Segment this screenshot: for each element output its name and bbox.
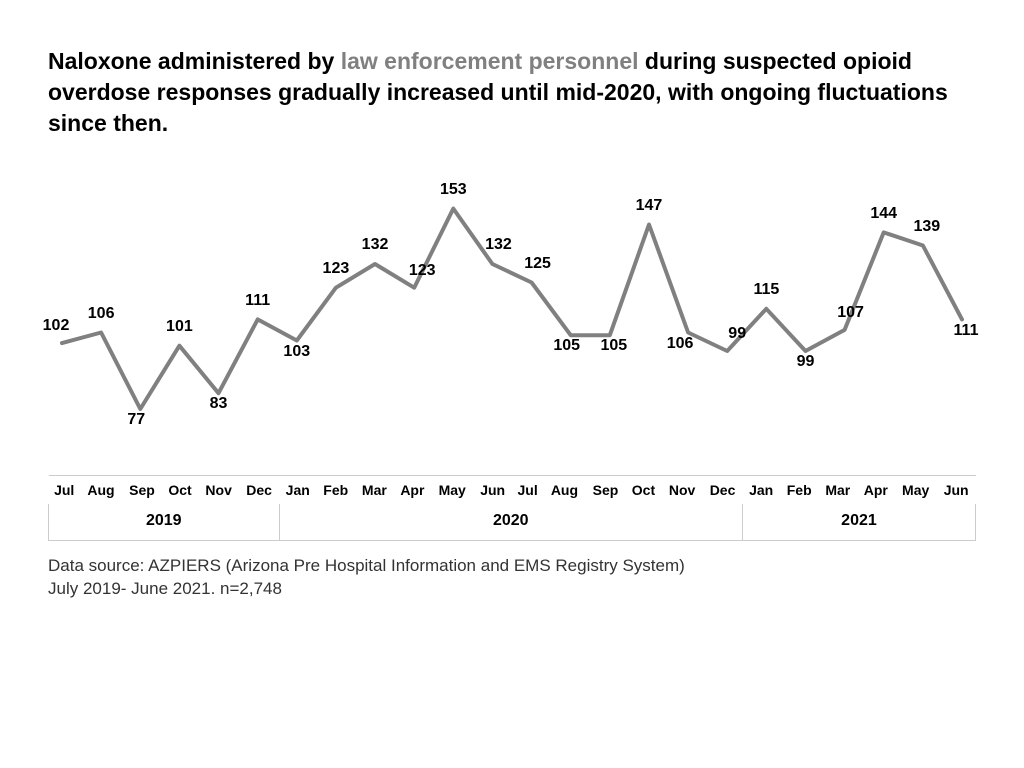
data-point-label: 101 bbox=[166, 318, 193, 336]
data-point-label: 99 bbox=[728, 325, 746, 343]
data-point-label: 105 bbox=[553, 337, 580, 355]
data-point-label: 102 bbox=[43, 317, 70, 335]
data-point-label: 111 bbox=[954, 322, 979, 340]
axis-month: Sep bbox=[586, 476, 626, 505]
data-point-label: 106 bbox=[667, 335, 694, 353]
axis-month: Jun bbox=[473, 476, 512, 505]
axis-month: May bbox=[431, 476, 473, 505]
data-point-label: 147 bbox=[636, 197, 663, 215]
axis-year: 2020 bbox=[279, 504, 742, 541]
axis-month: Nov bbox=[198, 476, 239, 505]
data-point-label: 107 bbox=[837, 304, 864, 322]
data-point-label: 115 bbox=[753, 281, 779, 299]
axis-year: 2019 bbox=[49, 504, 280, 541]
axis-month: Feb bbox=[316, 476, 355, 505]
axis-month: Feb bbox=[780, 476, 819, 505]
axis-month: Jun bbox=[937, 476, 976, 505]
title-part1: Naloxone administered by bbox=[48, 48, 341, 74]
axis-month: Jul bbox=[512, 476, 543, 505]
data-point-label: 111 bbox=[245, 292, 270, 310]
data-point-label: 106 bbox=[88, 305, 115, 323]
axis-year: 2021 bbox=[742, 504, 975, 541]
axis-month: Nov bbox=[662, 476, 703, 505]
data-source: Data source: AZPIERS (Arizona Pre Hospit… bbox=[48, 555, 976, 601]
axis-month: Mar bbox=[818, 476, 857, 505]
data-point-label: 125 bbox=[524, 255, 551, 273]
data-point-label: 153 bbox=[440, 181, 467, 199]
source-line1: Data source: AZPIERS (Arizona Pre Hospit… bbox=[48, 555, 976, 578]
data-point-label: 123 bbox=[409, 262, 436, 280]
axis-month: Apr bbox=[857, 476, 894, 505]
axis-month: Aug bbox=[80, 476, 122, 505]
line-chart: 1021067710183111103123132123153132125105… bbox=[48, 177, 976, 467]
data-point-label: 99 bbox=[797, 353, 815, 371]
axis-month: May bbox=[895, 476, 937, 505]
data-point-label: 132 bbox=[362, 236, 389, 254]
data-point-label: 139 bbox=[914, 218, 941, 236]
x-axis: JulAugSepOctNovDecJanFebMarAprMayJunJulA… bbox=[48, 475, 976, 541]
data-point-label: 132 bbox=[485, 236, 512, 254]
axis-month: Oct bbox=[625, 476, 661, 505]
chart-title: Naloxone administered by law enforcement… bbox=[48, 46, 976, 139]
axis-month: Oct bbox=[162, 476, 198, 505]
axis-month: Jan bbox=[279, 476, 316, 505]
title-emphasis: law enforcement personnel bbox=[341, 48, 639, 74]
axis-month: Sep bbox=[122, 476, 162, 505]
axis-month: Aug bbox=[543, 476, 585, 505]
axis-month: Apr bbox=[394, 476, 431, 505]
source-line2: July 2019- June 2021. n=2,748 bbox=[48, 578, 976, 601]
axis-month: Jan bbox=[742, 476, 779, 505]
data-point-label: 83 bbox=[210, 395, 228, 413]
axis-month: Jul bbox=[49, 476, 80, 505]
axis-month: Dec bbox=[703, 476, 743, 505]
data-point-label: 144 bbox=[870, 205, 897, 223]
data-point-label: 77 bbox=[127, 411, 145, 429]
data-point-label: 103 bbox=[283, 343, 310, 361]
data-point-label: 123 bbox=[323, 260, 350, 278]
axis-month: Mar bbox=[355, 476, 394, 505]
data-point-label: 105 bbox=[600, 337, 627, 355]
axis-month: Dec bbox=[239, 476, 279, 505]
